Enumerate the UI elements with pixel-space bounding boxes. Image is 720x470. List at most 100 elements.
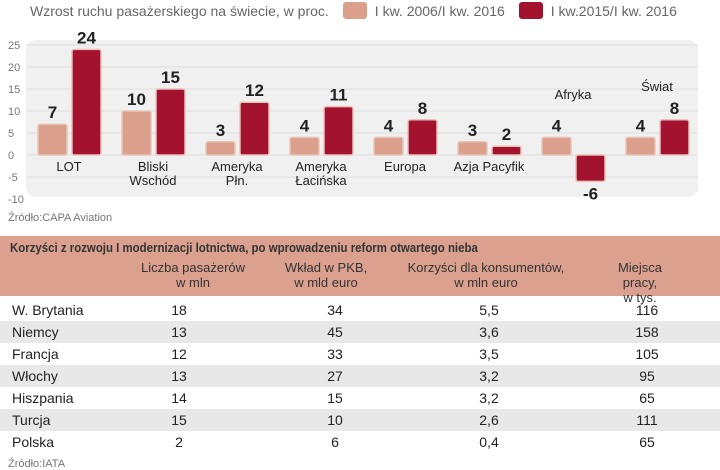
- cell: 15: [327, 390, 343, 406]
- chart-source: Źródło:CAPA Aviation: [8, 212, 113, 224]
- table-row: Polska 2 6 0,4 65: [0, 431, 720, 453]
- bar: [625, 136, 656, 156]
- table-source: Źródło:IATA: [8, 458, 66, 470]
- bar: [205, 141, 236, 156]
- col-header-passengers: Liczba pasażerów w mln: [140, 260, 246, 290]
- legend-label-1: I kw. 2006/I kw. 2016: [374, 2, 505, 19]
- cell: 14: [171, 390, 187, 406]
- cell: 65: [639, 434, 655, 450]
- cell: 34: [327, 302, 343, 318]
- table-row: W. Brytania 18 34 5,5 116: [0, 299, 720, 321]
- y-tick-label: 15: [8, 84, 20, 96]
- cell: 0,4: [479, 434, 499, 450]
- y-tick-label: 0: [8, 150, 14, 162]
- chart-legend: Wzrost ruchu pasażerskiego na świecie, w…: [30, 2, 677, 19]
- cell: 111: [636, 412, 658, 428]
- bar: [575, 154, 606, 183]
- cell: 18: [171, 302, 187, 318]
- category-label: Azja Pacyfik: [454, 159, 525, 174]
- data-label: 7: [48, 103, 57, 122]
- y-tick-label: -5: [8, 172, 18, 184]
- cell: 6: [331, 434, 339, 450]
- table-row: Włochy 13 27 3,2 95: [0, 365, 720, 387]
- data-label: 10: [127, 90, 146, 109]
- table-row: Hiszpania 14 15 3,2 65: [0, 387, 720, 409]
- bar: [659, 119, 690, 156]
- cell: 15: [171, 412, 187, 428]
- bar: [457, 141, 488, 156]
- bar: [373, 136, 404, 156]
- row-label: Turcja: [12, 412, 51, 428]
- cell: 2: [175, 434, 183, 450]
- category-label: Łacińska: [295, 173, 347, 188]
- table-header: Korzyści z rozwoju I modernizacji lotnic…: [0, 236, 720, 305]
- y-tick-label: 20: [8, 62, 20, 74]
- col-header-gdp: Wkład w PKB, w mld euro: [284, 260, 368, 290]
- cell: 12: [171, 346, 187, 362]
- row-label: Polska: [12, 434, 55, 450]
- data-label: 11: [330, 86, 348, 105]
- cell: 95: [639, 368, 655, 384]
- category-label: LOT: [56, 159, 81, 174]
- bar: [155, 88, 186, 156]
- data-label: 4: [552, 116, 562, 135]
- row-label: Włochy: [12, 368, 58, 384]
- cell: 10: [327, 412, 343, 428]
- data-label: 3: [468, 121, 477, 140]
- cell: 65: [639, 390, 655, 406]
- cell: 13: [171, 368, 187, 384]
- bar: [289, 136, 320, 156]
- col-header-consumers: Korzyści dla konsumentów, w mln euro: [407, 260, 565, 290]
- table-row: Francja 12 33 3,5 105: [0, 343, 720, 365]
- cell: 33: [327, 346, 343, 362]
- data-label: 8: [670, 99, 679, 118]
- table-row: Niemcy 13 45 3,6 158: [0, 321, 720, 343]
- benefits-table: Korzyści z rozwoju I modernizacji lotnic…: [0, 236, 720, 453]
- data-label: 3: [216, 121, 225, 140]
- legend-label-2: I kw.2015/I kw. 2016: [550, 2, 677, 19]
- bar: [541, 136, 572, 156]
- cell: 2,6: [479, 412, 499, 428]
- bar: [323, 105, 354, 156]
- bar-chart: 2520151050-5-10724LOT1015BliskiWschód312…: [8, 28, 698, 206]
- bar: [37, 123, 68, 156]
- cell: 158: [635, 324, 659, 340]
- cell: 3,6: [479, 324, 499, 340]
- cell: 105: [635, 346, 659, 362]
- y-tick-label: 5: [8, 128, 14, 140]
- row-label: W. Brytania: [12, 302, 84, 318]
- bar: [491, 145, 522, 156]
- data-label: 2: [502, 125, 511, 144]
- data-label: 4: [636, 116, 646, 135]
- row-label: Francja: [12, 346, 59, 362]
- bar: [239, 101, 270, 156]
- cell: 45: [327, 324, 343, 340]
- cell: 3,2: [479, 390, 499, 406]
- data-label: 24: [77, 28, 96, 47]
- bar: [407, 119, 438, 156]
- cell: 116: [635, 302, 659, 318]
- y-tick-label: 25: [8, 40, 20, 52]
- data-label: -6: [583, 184, 598, 203]
- cell: 27: [327, 368, 343, 384]
- legend-swatch-2: [518, 2, 543, 19]
- y-tick-label: 10: [8, 106, 20, 118]
- category-label: Ameryka: [295, 159, 347, 174]
- category-label: Świat: [641, 79, 673, 94]
- legend-swatch-1: [342, 2, 367, 19]
- table-row: Turcja 15 10 2,6 111: [0, 409, 720, 431]
- data-label: 12: [245, 81, 264, 100]
- data-label: 8: [418, 99, 427, 118]
- cell: 5,5: [479, 302, 499, 318]
- bar: [71, 48, 102, 156]
- cell: 13: [171, 324, 187, 340]
- bar: [121, 110, 152, 156]
- category-label: Europa: [384, 159, 427, 174]
- chart-title: Wzrost ruchu pasażerskiego na świecie, w…: [30, 2, 329, 19]
- category-label: Płn.: [226, 173, 248, 188]
- category-label: Wschód: [130, 173, 177, 188]
- data-label: 4: [384, 116, 394, 135]
- table-title: Korzyści z rozwoju I modernizacji lotnic…: [10, 240, 478, 255]
- cell: 3,2: [479, 368, 499, 384]
- category-label: Ameryka: [211, 159, 263, 174]
